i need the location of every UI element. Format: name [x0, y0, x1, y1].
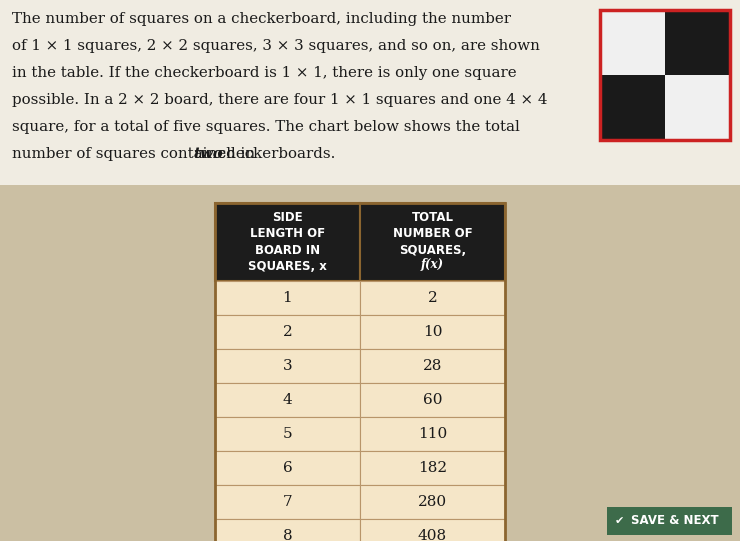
Bar [360, 315, 505, 349]
Text: 3: 3 [283, 359, 292, 373]
Text: 182: 182 [418, 461, 447, 475]
Text: checkerboards.: checkerboards. [213, 147, 335, 161]
Bar [215, 417, 360, 451]
Text: possible. In a 2 × 2 board, there are four 1 × 1 squares and one 4 × 4: possible. In a 2 × 2 board, there are fo… [12, 93, 548, 107]
Bar [600, 10, 665, 75]
Bar [215, 451, 360, 485]
Text: 2: 2 [283, 325, 292, 339]
Bar [600, 10, 730, 140]
Bar [215, 315, 360, 349]
Bar [215, 349, 360, 383]
Bar [665, 75, 730, 140]
Text: The number of squares on a checkerboard, including the number: The number of squares on a checkerboard,… [12, 12, 511, 26]
Bar [360, 417, 505, 451]
Bar [600, 75, 665, 140]
Text: 60: 60 [423, 393, 443, 407]
Bar [215, 485, 360, 519]
Text: 7: 7 [283, 495, 292, 509]
Bar [215, 519, 360, 541]
Text: 280: 280 [418, 495, 447, 509]
Bar [607, 507, 732, 535]
Text: of 1 × 1 squares, 2 × 2 squares, 3 × 3 squares, and so on, are shown: of 1 × 1 squares, 2 × 2 squares, 3 × 3 s… [12, 39, 540, 53]
Text: 110: 110 [418, 427, 447, 441]
Bar [215, 383, 360, 417]
Text: two: two [193, 147, 223, 161]
Bar [215, 281, 360, 315]
Text: 2: 2 [428, 291, 437, 305]
Text: in the table. If the checkerboard is 1 × 1, there is only one square: in the table. If the checkerboard is 1 ×… [12, 66, 517, 80]
Text: ✔: ✔ [615, 516, 625, 526]
Bar [360, 519, 505, 541]
Bar [360, 349, 505, 383]
Text: SAVE & NEXT: SAVE & NEXT [630, 514, 719, 527]
Bar [215, 203, 360, 281]
Text: 4: 4 [283, 393, 292, 407]
Text: 5: 5 [283, 427, 292, 441]
Text: f(x): f(x) [421, 258, 444, 271]
Bar [0, 0, 740, 185]
Text: 6: 6 [283, 461, 292, 475]
Bar [360, 281, 505, 315]
Bar [215, 203, 505, 541]
Text: SIDE
LENGTH OF
BOARD IN
SQUARES, x: SIDE LENGTH OF BOARD IN SQUARES, x [248, 211, 327, 273]
Text: square, for a total of five squares. The chart below shows the total: square, for a total of five squares. The… [12, 120, 520, 134]
Bar [360, 203, 505, 281]
Text: 28: 28 [423, 359, 443, 373]
Text: number of squares contained in: number of squares contained in [12, 147, 260, 161]
Text: 408: 408 [418, 529, 447, 541]
Bar [360, 485, 505, 519]
Bar [665, 10, 730, 75]
Text: TOTAL
NUMBER OF
SQUARES,: TOTAL NUMBER OF SQUARES, [393, 211, 472, 273]
Bar [360, 451, 505, 485]
Bar [360, 383, 505, 417]
Text: 10: 10 [423, 325, 443, 339]
Text: 1: 1 [283, 291, 292, 305]
Text: 8: 8 [283, 529, 292, 541]
